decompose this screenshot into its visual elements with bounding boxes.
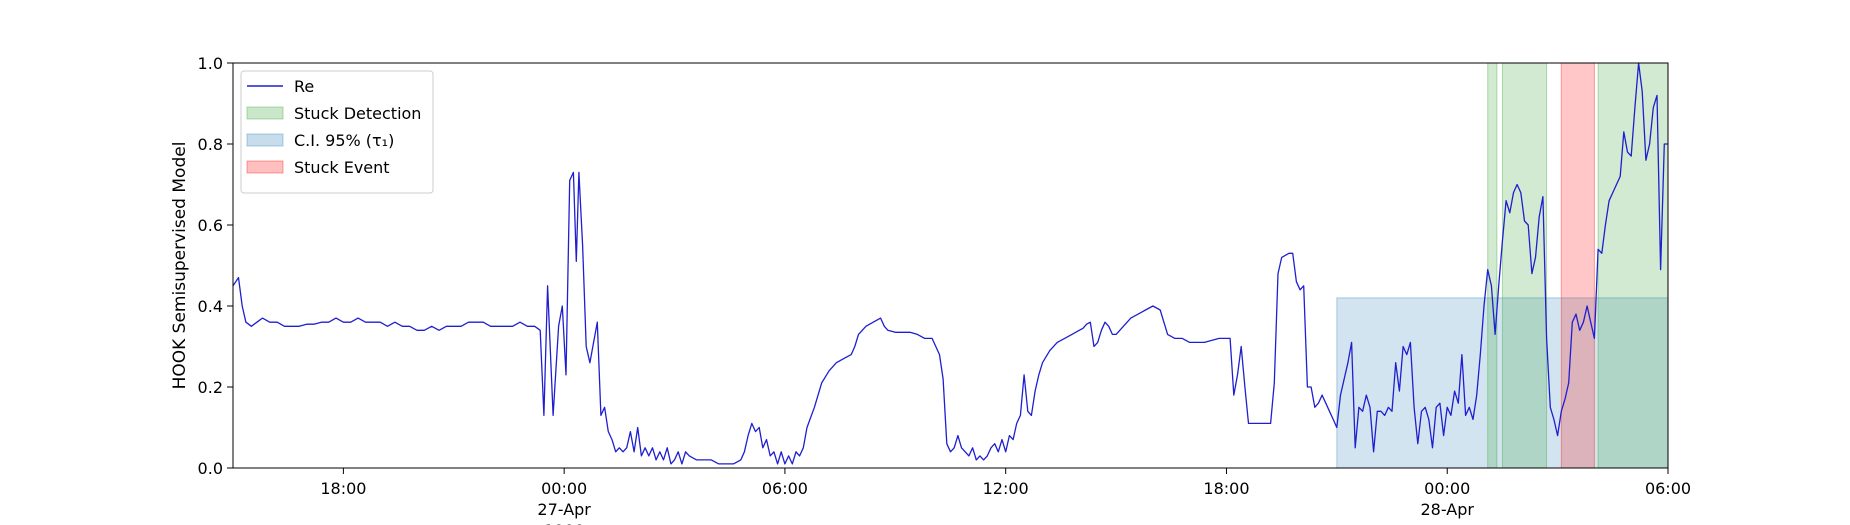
y-tick-label: 0.2 (198, 378, 223, 397)
region-detection-1 (1487, 62, 1498, 469)
x-tick-date-label: 28-Apr (1420, 500, 1474, 519)
y-tick-label: 0.8 (198, 135, 223, 154)
series-line-0 (232, 62, 1668, 465)
x-tick-label: 06:00 (762, 479, 808, 498)
y-axis: 0.0 0.2 0.4 0.6 0.8 1.0 (198, 54, 233, 478)
series-layer (232, 62, 1668, 465)
region-event-3 (1560, 62, 1595, 469)
y-tick-label: 0.6 (198, 216, 223, 235)
legend-label: Stuck Detection (294, 104, 421, 123)
legend: Re Stuck Detection C.I. 95% (τ₁) Stuck Even… (240, 70, 434, 194)
legend-label: Stuck Event (294, 158, 390, 177)
x-tick-label: 00:00 (541, 479, 587, 498)
region-detection-2 (1501, 62, 1548, 469)
x-tick-label: 18:00 (320, 479, 366, 498)
x-tick-label: 06:00 (1645, 479, 1691, 498)
legend-swatch-patch (246, 133, 284, 147)
legend-swatch-patch (246, 106, 284, 120)
legend-swatch-patch (246, 160, 284, 174)
x-tick-label: 00:00 (1424, 479, 1470, 498)
plot-frame (232, 62, 1669, 469)
y-axis-label: HOOK Semisupervised Model (170, 142, 190, 390)
y-tick-label: 1.0 (198, 54, 223, 73)
y-tick-label: 0.4 (198, 297, 223, 316)
y-tick-label: 0.0 (198, 459, 223, 478)
x-tick-label: 18:00 (1203, 479, 1249, 498)
legend-label: C.I. 95% (τ₁) (294, 131, 394, 150)
legend-label: Re (294, 77, 314, 96)
shaded-regions (1336, 62, 1669, 469)
x-tick-year-label: 1900 (544, 521, 585, 525)
region-ci-0 (1336, 297, 1669, 469)
x-axis: 18:00 00:00 27-Apr 1900 06:00 12:00 18:00 00:00… (320, 468, 1691, 525)
x-tick-date-label: 27-Apr (537, 500, 591, 519)
x-tick-label: 12:00 (983, 479, 1029, 498)
legend-box (240, 70, 434, 194)
